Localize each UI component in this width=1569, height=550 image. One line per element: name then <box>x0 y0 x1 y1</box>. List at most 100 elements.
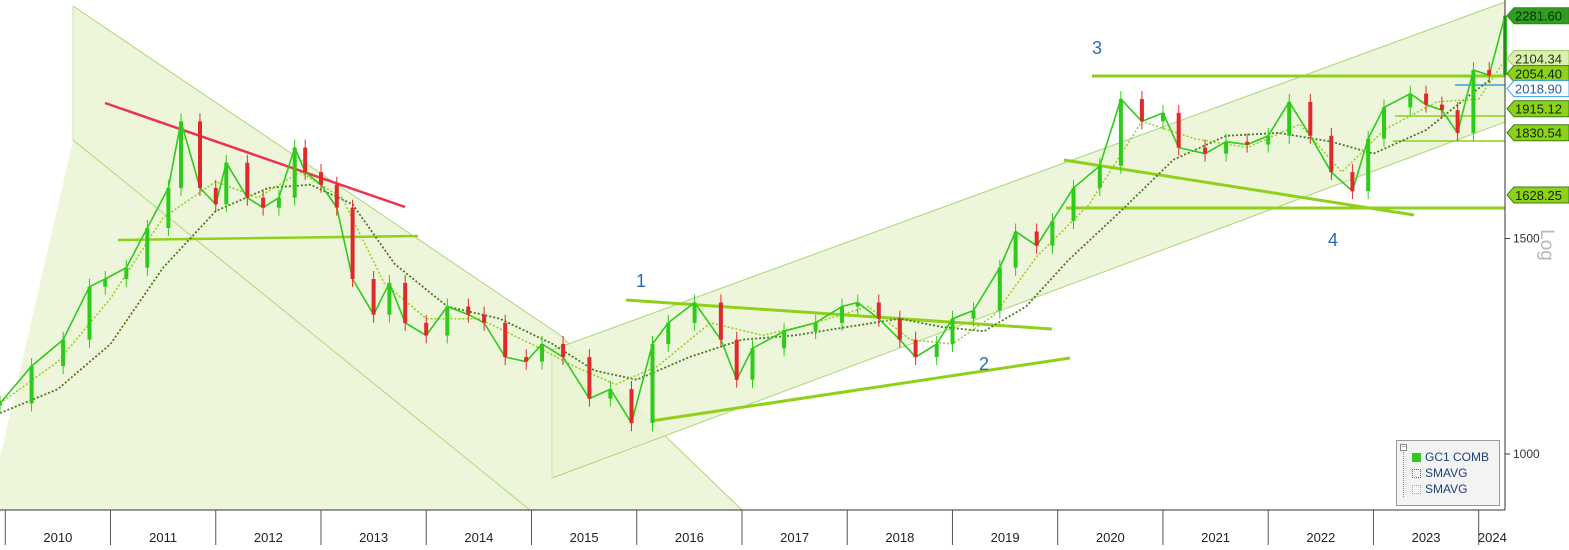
y-tick-label: 1500 <box>1513 232 1540 246</box>
candle-body <box>387 282 392 315</box>
price-tag: 2281.60 <box>1506 7 1569 25</box>
legend-tree-line <box>1403 447 1412 497</box>
legend-label-gc1: GC1 COMB <box>1425 450 1490 464</box>
candle-body <box>29 366 34 404</box>
candle-body <box>524 357 529 362</box>
channel-layer <box>0 1 1506 511</box>
candle-body <box>213 187 218 205</box>
x-tick-label: 2019 <box>991 530 1020 545</box>
price-tag-label: 2281.60 <box>1515 9 1562 24</box>
candle-body <box>840 306 844 323</box>
candle-body <box>371 279 376 315</box>
annotation-label: 3 <box>1092 38 1102 58</box>
candle-body <box>997 267 1002 311</box>
x-tick-label: 2010 <box>43 530 72 545</box>
candle-body <box>1266 135 1271 145</box>
x-tick-label: 2020 <box>1096 530 1125 545</box>
candle-body <box>1350 172 1355 192</box>
candle-body <box>876 302 881 319</box>
candle-body <box>782 331 787 349</box>
candle-body <box>424 322 429 336</box>
legend-swatch-smavg-2 <box>1412 485 1421 494</box>
x-tick-label: 2013 <box>359 530 388 545</box>
x-tick-label: 2015 <box>570 530 599 545</box>
legend-collapse-icon[interactable]: − <box>1400 444 1407 451</box>
x-tick-label: 2014 <box>464 530 493 545</box>
candle-body <box>1408 93 1413 108</box>
channel-uptrend-lower <box>551 121 1506 479</box>
candle-body <box>124 267 129 279</box>
price-tag-shape <box>1506 124 1569 142</box>
legend-item-smavg-2[interactable]: SMAVG <box>1397 481 1499 497</box>
channel-downtrend-upper <box>72 5 561 336</box>
candle-body <box>276 197 281 208</box>
price-tag: 1915.12 <box>1506 100 1569 118</box>
price-tag-label: 1628.25 <box>1515 188 1562 203</box>
candle-body <box>1487 70 1492 76</box>
candle-body <box>198 121 202 188</box>
legend-swatch-gc1 <box>1412 453 1421 462</box>
legend-swatch-smavg-1 <box>1412 469 1421 478</box>
price-tag-shape <box>1506 80 1569 98</box>
candle-body <box>334 184 339 208</box>
legend-item-smavg-1[interactable]: SMAVG <box>1397 465 1499 481</box>
candle-body <box>292 147 297 198</box>
candle-body <box>1382 107 1386 139</box>
candle-body <box>629 389 634 424</box>
candle-body <box>1424 93 1429 105</box>
support-line-2011 <box>117 234 419 242</box>
x-tick-label: 2023 <box>1412 530 1441 545</box>
candle-body <box>1329 135 1334 172</box>
candle-body <box>1161 112 1165 122</box>
candle-body <box>971 310 976 319</box>
candle-body <box>1139 99 1144 122</box>
price-tag: 1830.54 <box>1506 124 1569 142</box>
candle-body <box>734 339 739 380</box>
candle-body <box>482 314 487 323</box>
candle-body <box>261 197 266 208</box>
candle-body <box>503 322 508 358</box>
price-tag: 2054.40 <box>1506 65 1569 83</box>
wedge-lower-line <box>1063 158 1415 217</box>
price-tag-label: 1830.54 <box>1515 126 1562 141</box>
y-axis-label: Log <box>1536 229 1557 261</box>
candle-body <box>1097 165 1102 188</box>
legend-item-gc1[interactable]: GC1 COMB <box>1397 449 1499 465</box>
candle-body <box>650 344 655 423</box>
candle-body <box>319 172 323 185</box>
x-tick-label: 2022 <box>1306 530 1335 545</box>
channel-downtrend-lower <box>72 139 531 511</box>
candle-body <box>561 344 566 358</box>
price-tag: 1628.25 <box>1506 186 1569 204</box>
candle-body <box>1455 110 1460 133</box>
price-tag-label: 1915.12 <box>1515 102 1562 117</box>
price-tag-shape <box>1506 65 1569 83</box>
candle-body <box>1176 112 1181 148</box>
candle-body <box>303 147 308 172</box>
candle-body <box>950 318 955 344</box>
candle-body <box>587 357 592 399</box>
price-tag-label: 2054.40 <box>1515 67 1562 82</box>
candle-body <box>61 339 66 367</box>
x-tick-label: 2012 <box>254 530 283 545</box>
candle-body <box>1471 70 1476 133</box>
price-tag-label: 2018.90 <box>1515 82 1562 97</box>
x-tick-label: 2021 <box>1201 530 1230 545</box>
candle-body <box>445 306 450 336</box>
candle-body <box>0 403 2 406</box>
candle-body <box>608 389 613 399</box>
legend-label-smavg-1: SMAVG <box>1425 466 1468 480</box>
candle-body <box>1287 101 1292 136</box>
candle-body <box>224 162 229 205</box>
triangle-lower-line <box>650 356 1071 423</box>
candle-body <box>897 318 902 340</box>
candle-body <box>692 302 697 323</box>
candle-body <box>1224 141 1229 154</box>
candle-body <box>166 187 171 228</box>
candle-body <box>1439 104 1444 111</box>
candle-body <box>145 228 150 268</box>
candle-body <box>179 121 183 188</box>
candle-body <box>855 302 860 307</box>
